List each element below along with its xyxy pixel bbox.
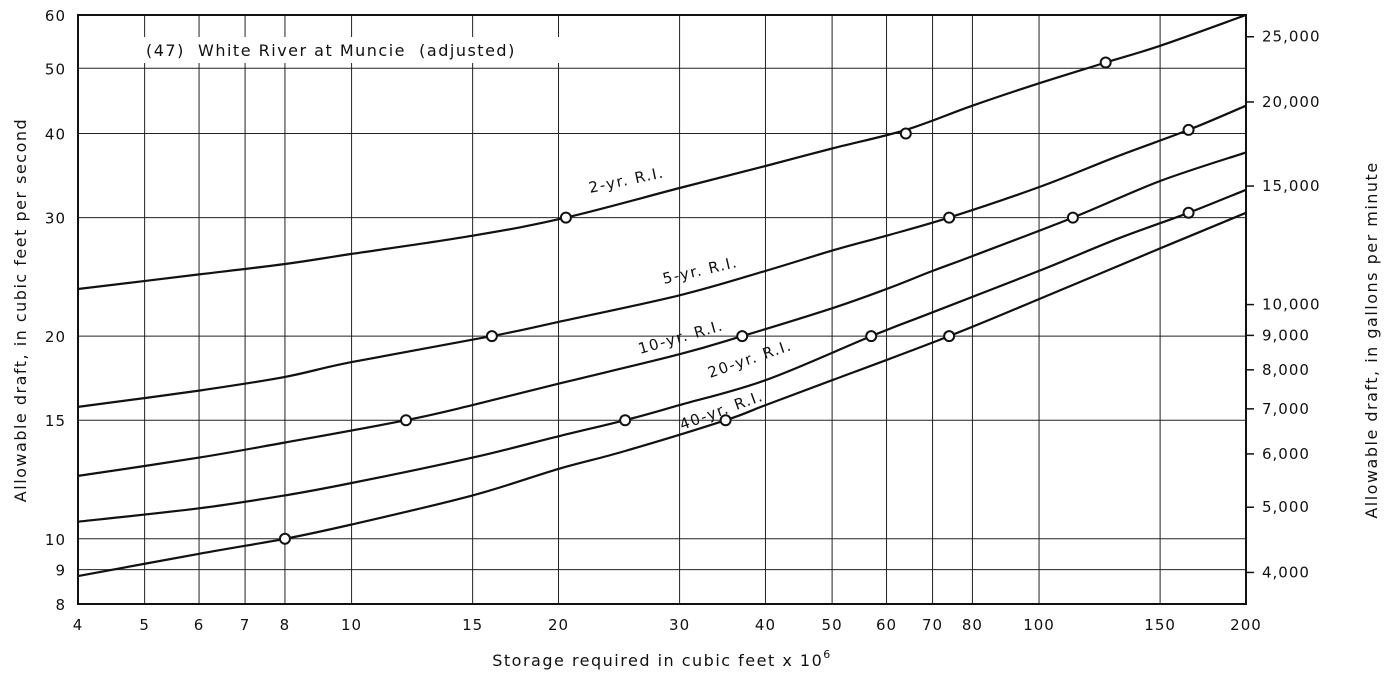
- y-tick-label: 10: [45, 531, 66, 549]
- x-tick-label: 6: [194, 616, 205, 634]
- chart-title: (47) White River at Muncie (adjusted): [146, 41, 516, 60]
- x-tick-label: 4: [73, 616, 84, 634]
- x-tick-label: 30: [669, 616, 690, 634]
- series-line-2-yr: [77, 13, 1247, 291]
- x-axis-label-exponent: 6: [823, 648, 832, 661]
- x-tick-label: 10: [341, 616, 362, 634]
- y-tick-label: 30: [45, 210, 66, 228]
- y-tick-label: 50: [45, 60, 66, 78]
- curve-label-2-yr: 2-yr. R.I.: [587, 163, 666, 197]
- grid-lines: [77, 14, 1247, 605]
- series-lines: [77, 13, 1247, 578]
- data-point-10-yr: [736, 330, 749, 343]
- data-point-5-yr: [943, 211, 956, 224]
- x-tick-label: 200: [1230, 616, 1262, 634]
- y-right-tick-label: 20,000: [1262, 93, 1321, 111]
- x-tick-label: 8: [280, 616, 291, 634]
- y-right-tick-label: 7,000: [1262, 400, 1310, 418]
- y-right-tick-label: 10,000: [1262, 296, 1321, 314]
- x-tick-label: 70: [922, 616, 943, 634]
- y-right-tick-label: 15,000: [1262, 177, 1321, 195]
- y-right-tick-label: 9,000: [1262, 326, 1310, 344]
- x-tick-label: 60: [876, 616, 897, 634]
- tick-labels: 4 5 6 7 8 10 15 20 30 40 50 60 70 80 100 150 200 8 9 10 15 20…: [45, 7, 1321, 634]
- y-right-tick-label: 25,000: [1262, 28, 1321, 46]
- data-point-40-yr: [719, 414, 732, 427]
- series-line-5-yr: [77, 104, 1247, 408]
- y-right-tick-label: 5,000: [1262, 498, 1310, 516]
- series-line-10-yr: [77, 151, 1247, 477]
- curve-label-10-yr: 10-yr. R.I.: [636, 316, 725, 358]
- y-tick-label: 15: [45, 412, 66, 430]
- y-tick-label: 40: [45, 126, 66, 144]
- series-markers: [278, 56, 1195, 545]
- x-tick-label: 5: [139, 616, 150, 634]
- x-tick-label: 50: [822, 616, 843, 634]
- x-axis-label: Storage required in cubic feet x 106: [492, 648, 832, 670]
- data-point-2-yr: [899, 127, 912, 140]
- x-tick-label: 15: [462, 616, 483, 634]
- y-axis-label-right: Allowable draft, in gallons per minute: [1362, 161, 1381, 518]
- y-axis-label-left: Allowable draft, in cubic feet per secon…: [11, 118, 30, 502]
- data-point-40-yr: [278, 532, 291, 545]
- data-point-10-yr: [400, 414, 413, 427]
- y-right-tick-label: 6,000: [1262, 445, 1310, 463]
- y-tick-label: 8: [55, 596, 66, 614]
- data-point-20-yr: [865, 330, 878, 343]
- x-tick-label: 7: [240, 616, 251, 634]
- y-right-tick-label: 4,000: [1262, 563, 1310, 581]
- series-line-20-yr: [77, 188, 1247, 523]
- data-point-20-yr: [1182, 206, 1195, 219]
- x-tick-label: 80: [962, 616, 983, 634]
- data-point-10-yr: [1066, 211, 1079, 224]
- data-point-40-yr: [943, 330, 956, 343]
- y-tick-label: 20: [45, 328, 66, 346]
- plot-area-frame: [77, 14, 1247, 605]
- x-tick-label: 100: [1023, 616, 1055, 634]
- data-point-5-yr: [485, 330, 498, 343]
- data-point-5-yr: [1182, 123, 1195, 136]
- data-point-20-yr: [619, 414, 632, 427]
- y-tick-label: 9: [55, 562, 66, 580]
- chart-title-group: (47) White River at Muncie (adjusted): [142, 37, 582, 63]
- y-right-tick-label: 8,000: [1262, 361, 1310, 379]
- x-tick-label: 150: [1144, 616, 1176, 634]
- data-point-2-yr: [559, 211, 572, 224]
- x-tick-label: 20: [548, 616, 569, 634]
- x-tick-label: 40: [755, 616, 776, 634]
- data-point-2-yr: [1099, 56, 1112, 69]
- y-tick-label: 60: [45, 7, 66, 25]
